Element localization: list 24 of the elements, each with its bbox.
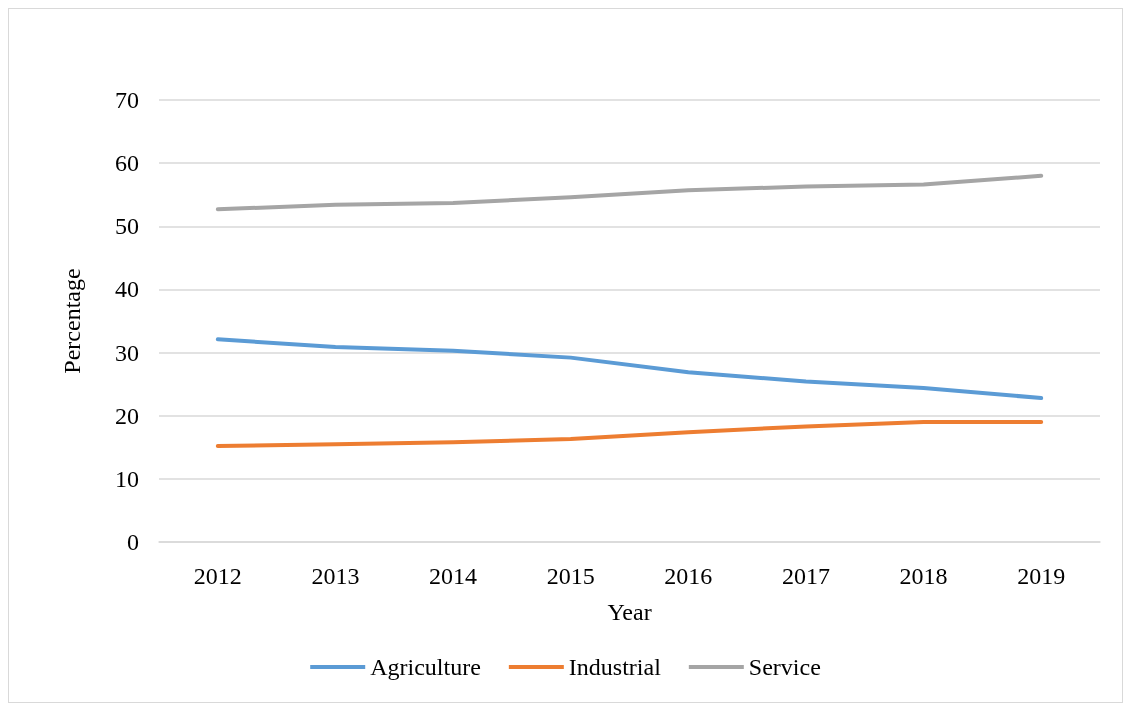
y-tick-label: 10 bbox=[115, 465, 139, 492]
line-series bbox=[215, 420, 1044, 449]
x-tick-label: 2013 bbox=[311, 563, 360, 589]
legend-label: Service bbox=[748, 654, 821, 680]
x-tick-label: 2018 bbox=[899, 563, 948, 589]
legend-label: Industrial bbox=[568, 654, 662, 680]
y-tick-label: 60 bbox=[115, 150, 139, 177]
y-tick-label: 30 bbox=[115, 339, 139, 366]
y-tick-label: 50 bbox=[115, 213, 139, 240]
x-tick-label: 2019 bbox=[1017, 563, 1066, 589]
x-tick-label: 2016 bbox=[664, 563, 713, 589]
x-tick-label: 2015 bbox=[546, 563, 595, 589]
line-series bbox=[215, 173, 1044, 212]
x-axis-title: Year bbox=[607, 599, 652, 625]
y-tick-label: 40 bbox=[115, 276, 139, 303]
x-tick-label: 2017 bbox=[781, 563, 830, 589]
y-tick-label: 70 bbox=[115, 87, 139, 113]
y-tick-label: 20 bbox=[115, 402, 139, 429]
y-tick-label: 0 bbox=[127, 529, 139, 555]
x-tick-label: 2012 bbox=[193, 563, 242, 589]
x-tick-label: 2014 bbox=[429, 563, 478, 589]
line-series bbox=[215, 337, 1044, 401]
legend-label: Agriculture bbox=[370, 654, 481, 680]
y-axis-title: Percentage bbox=[59, 268, 85, 374]
